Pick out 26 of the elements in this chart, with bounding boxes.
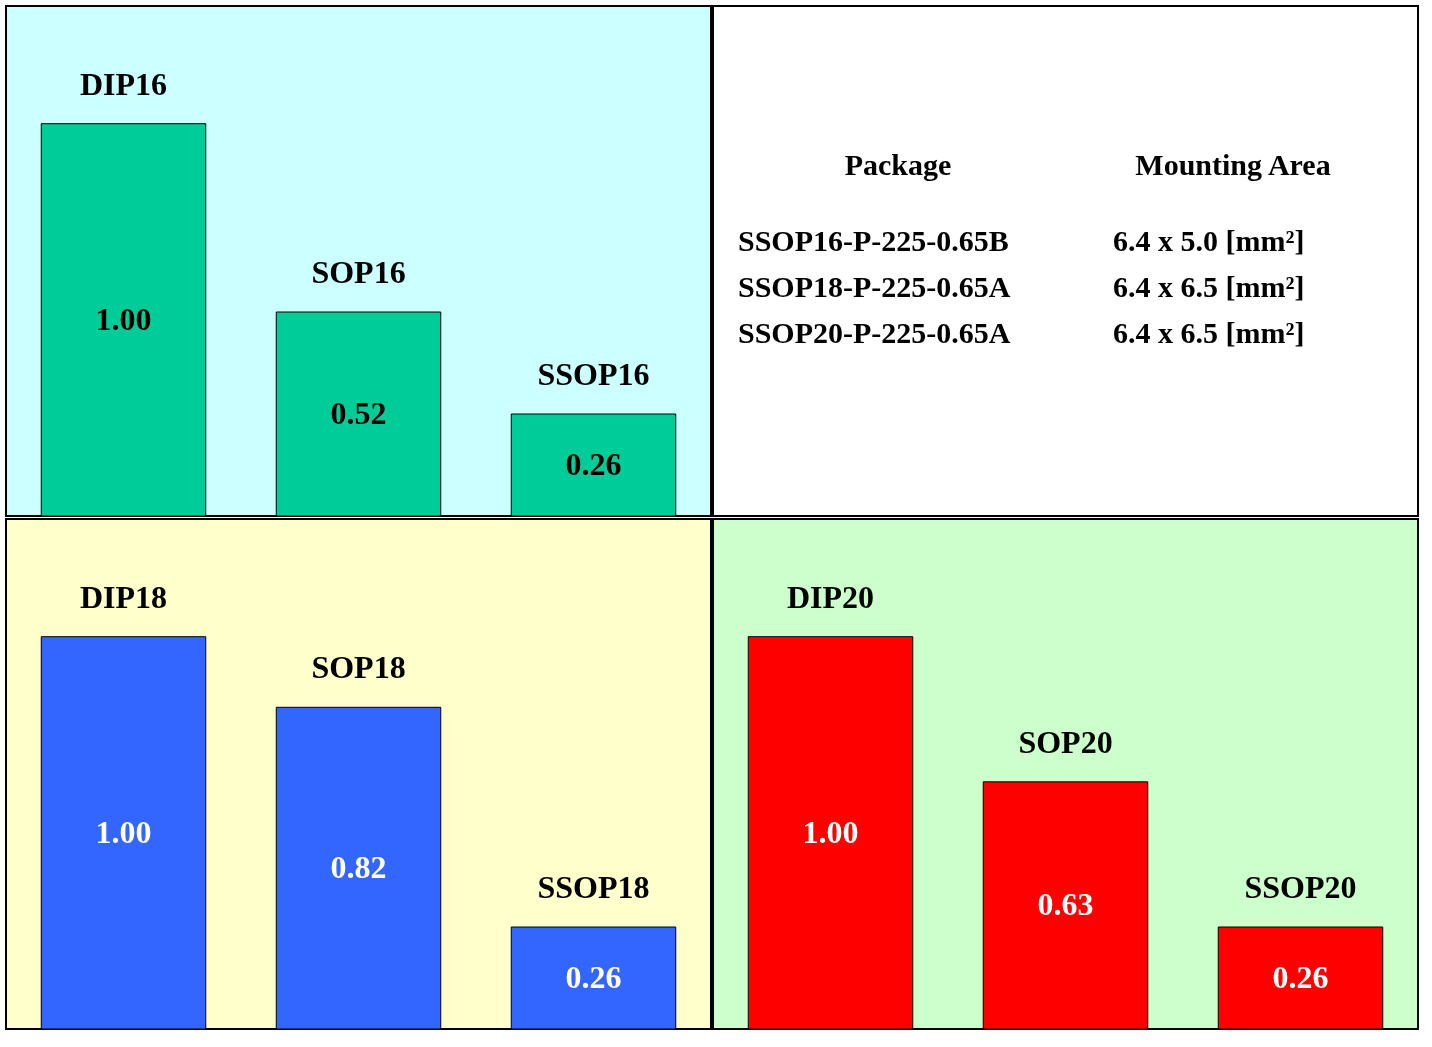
data-label: 0.63 (1037, 886, 1094, 923)
x-tick-label: SOP16 (311, 254, 406, 290)
x-tick-label: SOP20 (1018, 723, 1113, 760)
x-tick-label: SOP18 (311, 649, 406, 686)
text: Mounting Area (1135, 148, 1331, 181)
x-tick-label: DIP20 (786, 578, 875, 615)
text: SSOP20-P-225-0.65A (738, 316, 1011, 349)
x-tick-label: SSOP16 (537, 356, 650, 392)
x-tick-label: SSOP20 (1244, 869, 1357, 905)
text: Package (844, 148, 952, 181)
text: 6.4 x 5.0 [mm²] (1113, 224, 1305, 257)
text: SSOP16-P-225-0.65B (738, 224, 1009, 257)
data-label: 1.00 (802, 813, 859, 850)
data-label: 0.26 (1272, 959, 1329, 995)
data-label: 0.26 (565, 446, 622, 482)
text: 6.4 x 6.5 [mm²] (1113, 270, 1305, 303)
x-tick-label: DIP18 (79, 578, 168, 615)
data-label: 0.52 (330, 395, 387, 431)
data-label: 0.26 (565, 959, 622, 995)
data-label: 1.00 (95, 813, 152, 850)
x-tick-label: DIP16 (79, 65, 168, 102)
x-tick-label: SSOP18 (537, 869, 650, 905)
data-label: 0.82 (330, 849, 387, 886)
data-label: 1.00 (95, 300, 152, 337)
text: 6.4 x 6.5 [mm²] (1113, 316, 1305, 349)
text: SSOP18-P-225-0.65A (738, 270, 1011, 303)
